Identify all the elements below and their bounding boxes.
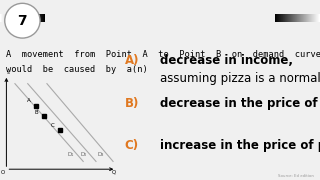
Circle shape [5,3,40,38]
Text: C: C [50,123,54,128]
Text: Q: Q [112,169,116,174]
Text: O: O [1,170,5,175]
Text: A: A [27,98,31,103]
Text: decrease in the price of pizza.: decrease in the price of pizza. [160,97,320,110]
Text: Source: Ed edition: Source: Ed edition [278,174,314,178]
Text: D₃: D₃ [97,152,103,157]
Text: would  be  caused  by  a(n): would be caused by a(n) [6,65,148,74]
Text: s: s [6,70,9,75]
Text: A  movement  from  Point  A  to  Point  B  on  demand  curve  D2: A movement from Point A to Point B on de… [6,50,320,59]
Text: D₂: D₂ [80,152,86,157]
Text: C): C) [125,139,139,152]
Text: assuming pizza is a normal good.: assuming pizza is a normal good. [160,72,320,85]
Text: 7: 7 [18,14,27,28]
Text: A): A) [125,54,139,67]
Text: B: B [35,110,38,115]
Text: D₁: D₁ [67,152,74,157]
Text: decrease in income,: decrease in income, [160,54,293,67]
Text: increase in the price of pizza.: increase in the price of pizza. [160,139,320,152]
Text: B): B) [125,97,139,110]
